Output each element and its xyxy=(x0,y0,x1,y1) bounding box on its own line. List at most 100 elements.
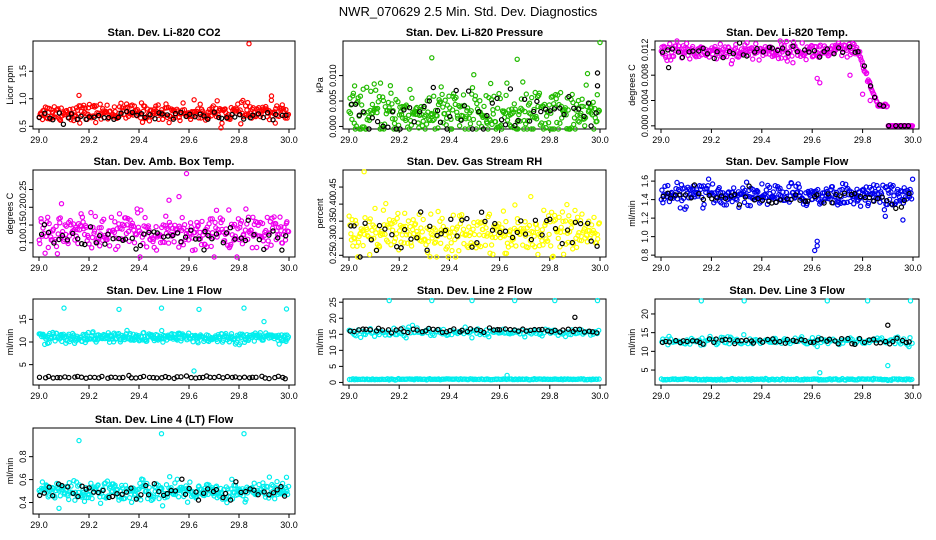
data-point xyxy=(163,213,169,219)
data-point xyxy=(133,246,139,252)
data-point xyxy=(129,109,136,116)
data-point xyxy=(870,336,877,342)
data-point xyxy=(408,122,414,128)
data-point xyxy=(58,200,65,207)
data-point xyxy=(133,231,139,238)
data-point xyxy=(909,376,915,383)
x-tick-label: 29.2 xyxy=(703,391,721,401)
data-point xyxy=(123,489,130,495)
data-point xyxy=(178,374,184,380)
x-tick-label: 29.0 xyxy=(652,391,670,401)
data-point xyxy=(439,91,445,98)
data-point xyxy=(790,337,796,343)
series-all xyxy=(346,297,602,341)
x-tick-label: 29.4 xyxy=(753,263,771,273)
data-point xyxy=(86,114,92,120)
data-point xyxy=(448,240,454,246)
data-point xyxy=(581,113,587,120)
data-point xyxy=(802,337,808,344)
data-point xyxy=(414,327,420,333)
y-tick-label: 0.40 xyxy=(328,195,338,213)
data-point xyxy=(283,106,289,113)
data-point xyxy=(476,108,482,115)
x-tick-label: 29.2 xyxy=(703,135,721,145)
data-point xyxy=(111,483,117,489)
data-point xyxy=(568,225,575,231)
data-point xyxy=(89,495,95,502)
data-point xyxy=(172,480,178,486)
data-point xyxy=(518,218,524,224)
data-point xyxy=(682,192,689,198)
data-point xyxy=(741,199,748,206)
plot-frame xyxy=(654,298,920,386)
data-point xyxy=(108,214,115,220)
data-point xyxy=(667,41,673,47)
data-point xyxy=(906,190,912,197)
y-axis-label: kPa xyxy=(315,77,325,93)
data-point xyxy=(233,479,239,485)
data-point xyxy=(829,183,836,190)
data-point xyxy=(372,205,378,212)
data-point xyxy=(811,48,818,54)
data-point xyxy=(137,374,143,381)
data-point xyxy=(525,244,531,251)
data-point xyxy=(414,235,420,241)
series-subset xyxy=(37,476,288,503)
data-point xyxy=(559,240,565,247)
data-point xyxy=(274,487,280,493)
data-point xyxy=(392,116,398,122)
y-tick-label: 0.004 xyxy=(640,89,650,112)
data-point xyxy=(665,182,671,189)
data-point xyxy=(534,225,540,232)
data-point xyxy=(503,250,510,257)
data-point xyxy=(264,109,271,116)
data-point xyxy=(74,236,81,242)
data-point xyxy=(352,217,359,224)
data-point xyxy=(515,328,522,334)
data-point xyxy=(720,54,726,61)
data-point xyxy=(126,238,132,245)
data-point xyxy=(349,216,355,223)
data-point xyxy=(120,237,126,243)
data-point xyxy=(714,195,720,201)
data-point xyxy=(514,229,521,236)
chart-panel-9: Stan. Dev. Line 3 Flow 29.0 29.2 29.4 29.6 29… xyxy=(627,285,922,401)
data-point xyxy=(705,182,711,189)
data-point xyxy=(840,49,846,56)
data-point xyxy=(590,230,596,236)
data-point xyxy=(190,235,196,241)
data-point xyxy=(867,83,874,89)
data-point xyxy=(123,108,130,115)
data-point xyxy=(82,105,88,111)
data-point xyxy=(363,126,369,132)
data-point xyxy=(95,112,102,119)
data-point xyxy=(513,243,519,249)
data-point xyxy=(196,236,202,242)
data-point xyxy=(522,231,529,237)
data-point xyxy=(712,43,718,50)
data-point xyxy=(501,233,508,239)
data-point xyxy=(265,238,271,244)
data-point xyxy=(499,225,505,231)
data-point xyxy=(72,374,78,380)
data-point xyxy=(442,227,449,234)
data-point xyxy=(46,484,52,490)
data-point xyxy=(155,102,161,108)
data-point xyxy=(879,194,885,200)
data-point xyxy=(223,230,230,236)
data-point xyxy=(431,93,437,99)
data-point xyxy=(746,183,752,189)
data-point xyxy=(862,197,868,203)
data-point xyxy=(75,493,81,500)
data-point xyxy=(65,496,72,503)
data-point xyxy=(552,297,558,304)
data-point xyxy=(424,247,430,253)
data-point xyxy=(588,238,594,244)
data-point xyxy=(851,190,858,197)
data-point xyxy=(220,375,226,381)
data-point xyxy=(211,374,217,381)
data-point xyxy=(788,180,795,187)
data-point xyxy=(690,48,696,54)
data-point xyxy=(182,234,189,240)
data-point xyxy=(137,254,143,260)
